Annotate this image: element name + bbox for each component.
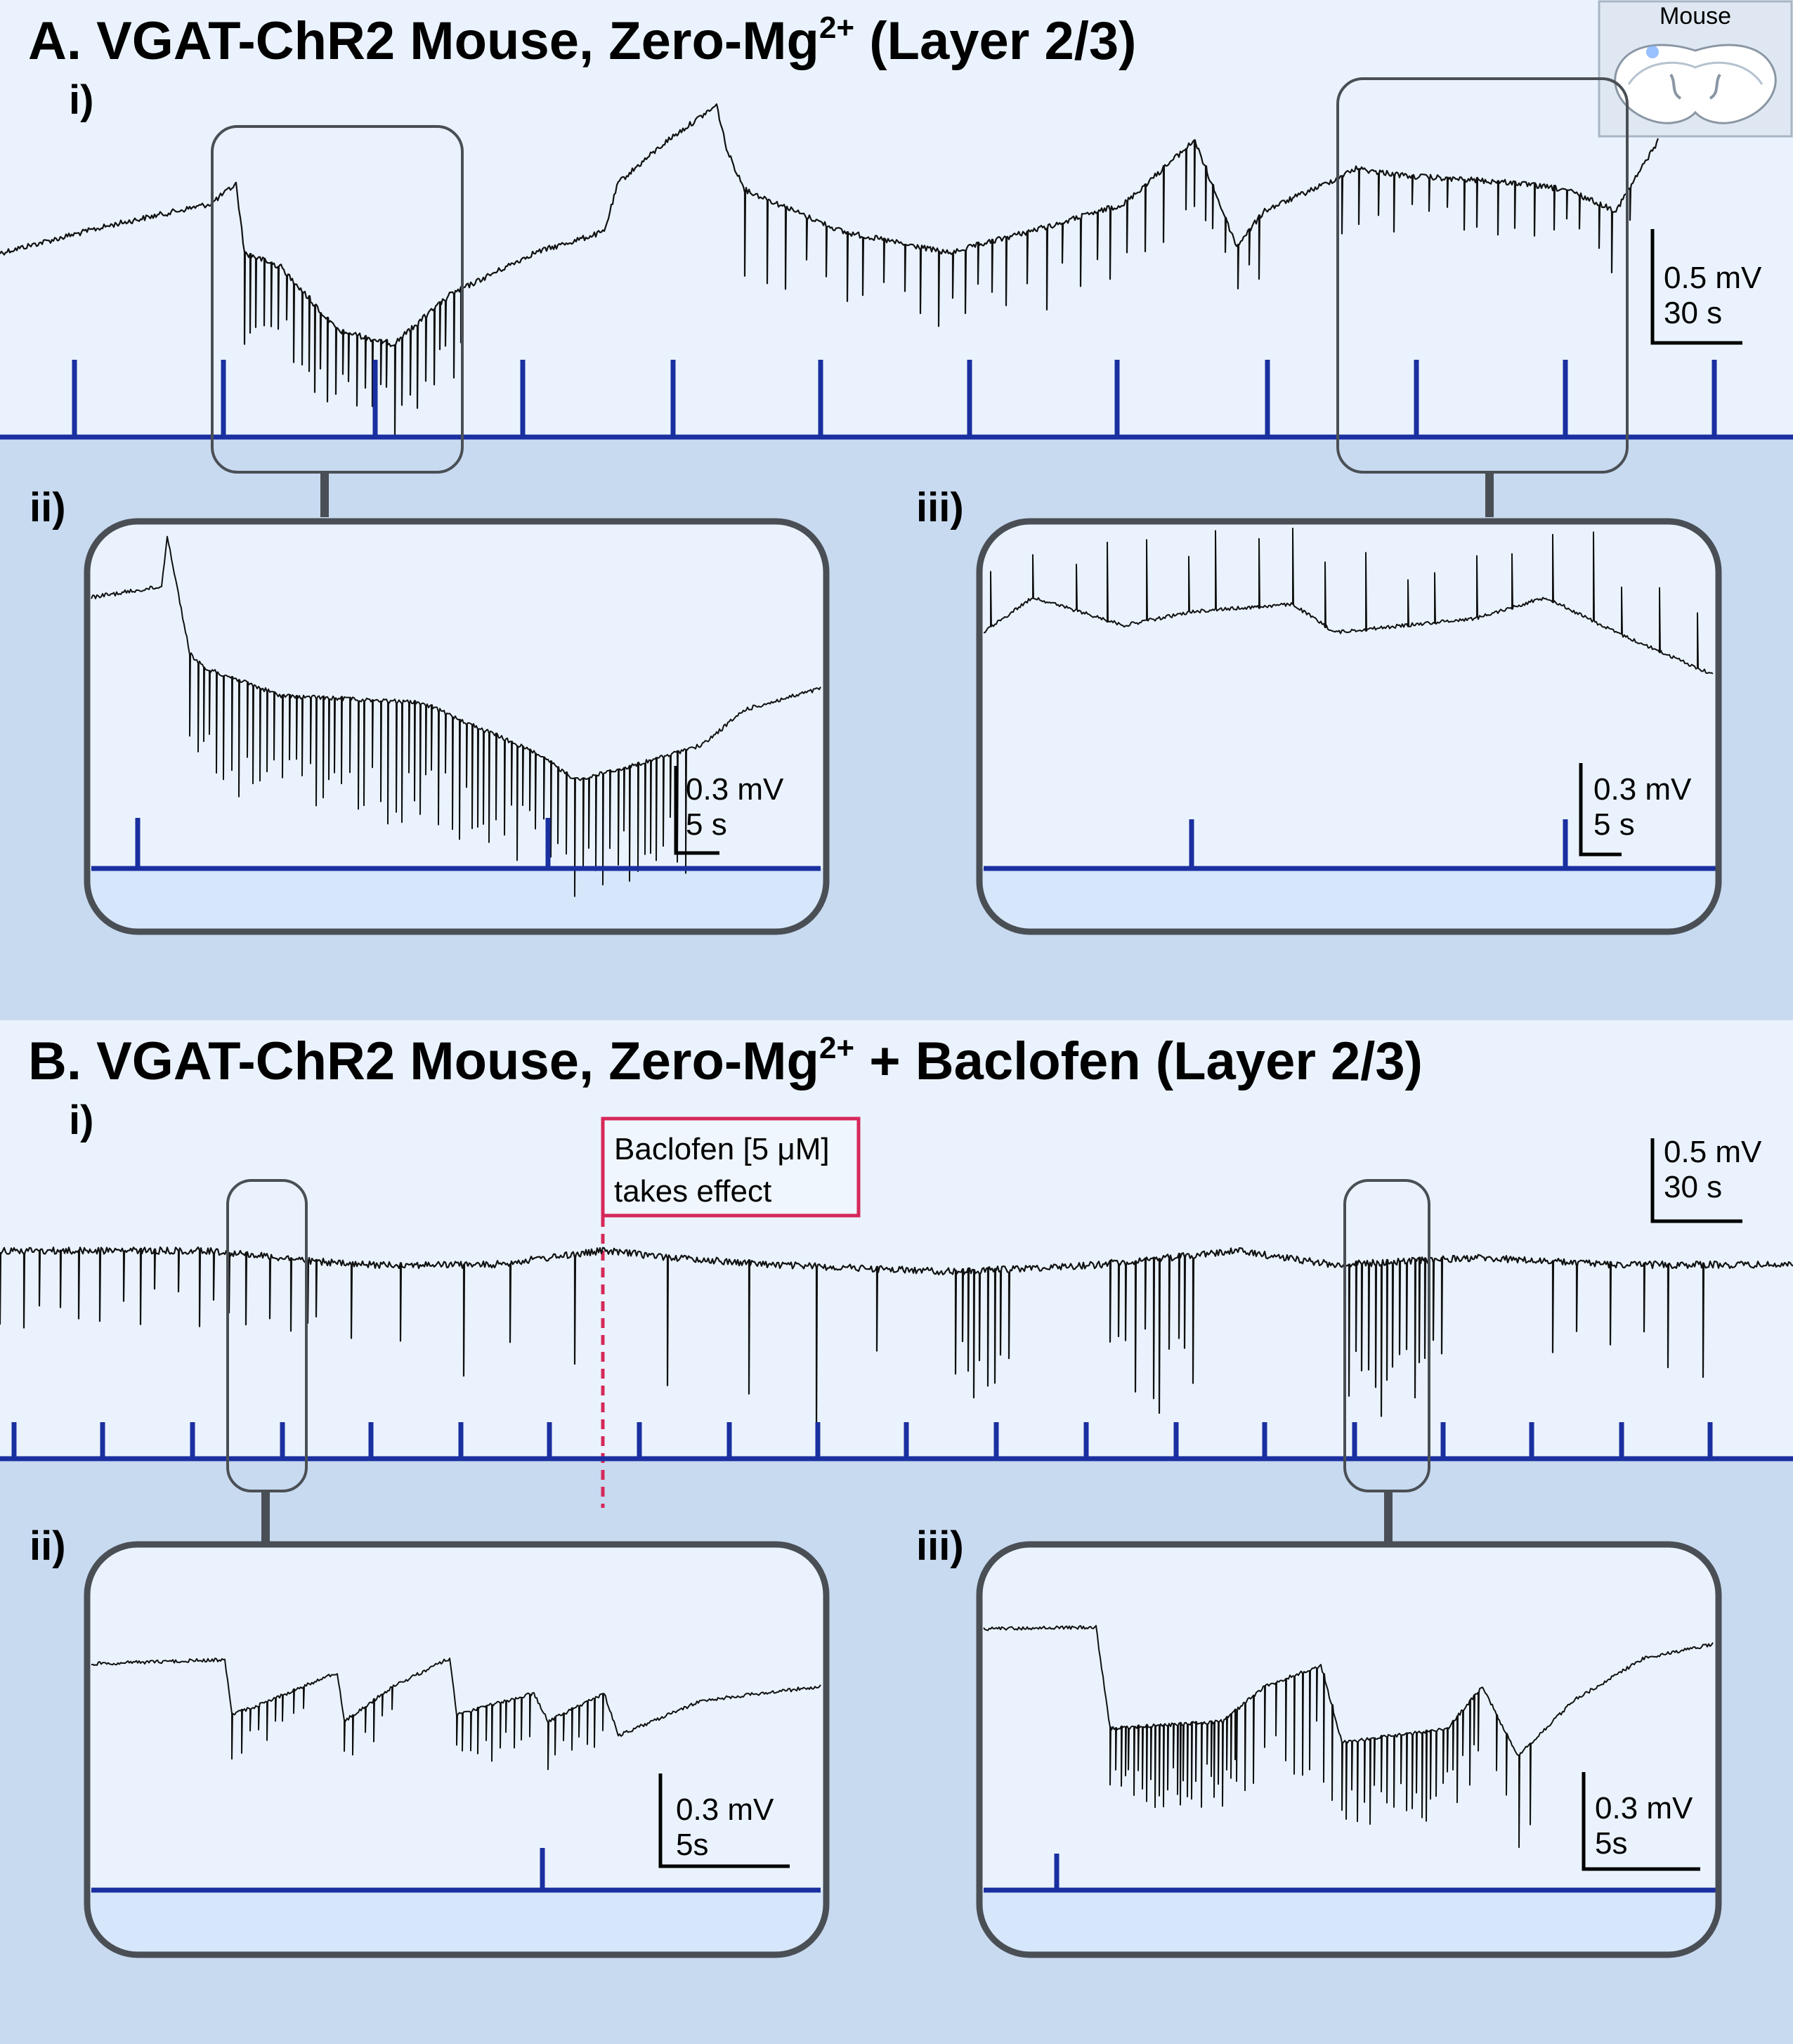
trace-a-iii (984, 528, 1714, 675)
panel-b: B. VGAT-ChR2 Mouse, Zero-Mg2+ + Baclofen… (0, 1031, 1793, 1958)
trace-b-main (0, 1246, 1793, 1436)
svg-text:30 s: 30 s (1664, 296, 1722, 330)
inset-label: Mouse (1660, 3, 1731, 30)
panel-b-iii-label: iii) (916, 1523, 964, 1569)
scale-bar-b-ii: 0.3 mV 5s (658, 1773, 790, 1868)
stimulus-line-b (0, 1422, 1793, 1462)
zoom-box-a-iii: 0.3 mV 5 s (976, 518, 1722, 935)
stimulus-pulses (91, 1848, 821, 1893)
trace-a-ii (91, 535, 821, 897)
svg-text:5 s: 5 s (1593, 807, 1635, 842)
trace-b-iii (983, 1625, 1714, 1849)
baclofen-annotation: Baclofen [5 μM] takes effect (601, 1117, 861, 1508)
svg-text:0.3 mV: 0.3 mV (686, 772, 784, 807)
recording-site-marker (1646, 46, 1659, 58)
trace-b-ii (91, 1658, 821, 1771)
panel-b-ii-label: ii) (30, 1523, 66, 1569)
panel-b-i-label: i) (69, 1098, 93, 1143)
stimulus-pulses (0, 1422, 1793, 1462)
mouse-brain-inset: Mouse (1598, 0, 1793, 138)
zoom-selector-a-iii (1336, 77, 1629, 474)
svg-text:Baclofen [5 μM]: Baclofen [5 μM] (614, 1132, 830, 1166)
stimulus-pulses (984, 819, 1719, 871)
stimulus-line-a (0, 360, 1793, 440)
panel-a-ii-label: ii) (30, 485, 66, 530)
scale-bar-a-i: 0.5 mV 30 s (1650, 229, 1762, 345)
svg-text:5 s: 5 s (686, 807, 727, 842)
panel-b-title: B. VGAT-ChR2 Mouse, Zero-Mg2+ + Baclofen… (28, 1031, 1423, 1091)
stimulus-pulses (984, 1854, 1719, 1893)
panel-a-i-label: i) (69, 77, 93, 123)
stimulus-line-b-ii (91, 1848, 821, 1893)
zoom-selector-a-ii (211, 125, 464, 474)
scale-bar-a-ii: 0.3 mV 5 s (674, 766, 784, 855)
panel-a-title: A. VGAT-ChR2 Mouse, Zero-Mg2+ (Layer 2/3… (28, 11, 1136, 71)
svg-text:0.3 mV: 0.3 mV (1595, 1791, 1693, 1825)
zoom-box-b-ii: 0.3 mV 5s (84, 1541, 830, 1958)
svg-text:5s: 5s (1595, 1826, 1627, 1861)
stimulus-line-b-iii (984, 1854, 1719, 1893)
panel-a-iii-label: iii) (916, 485, 964, 530)
trace-a-main (0, 103, 1660, 438)
svg-text:0.5 mV: 0.5 mV (1664, 261, 1762, 295)
scale-bar-b-iii: 0.3 mV 5s (1582, 1772, 1700, 1871)
svg-text:30 s: 30 s (1664, 1170, 1722, 1204)
stimulus-line-a-iii (984, 819, 1719, 871)
svg-text:takes effect: takes effect (614, 1174, 771, 1209)
svg-text:0.3 mV: 0.3 mV (1593, 772, 1692, 807)
stimulus-line-a-ii (91, 818, 821, 871)
stimulus-pulses (91, 818, 821, 871)
zoom-box-a-ii: 0.3 mV 5 s (84, 518, 830, 935)
scale-bar-a-iii: 0.3 mV 5 s (1579, 763, 1692, 857)
scale-bar-b-i: 0.5 mV 30 s (1650, 1135, 1762, 1223)
stimulus-pulses (0, 360, 1793, 440)
svg-text:0.5 mV: 0.5 mV (1664, 1135, 1762, 1169)
brain-section-icon (1614, 44, 1777, 124)
svg-text:5s: 5s (676, 1828, 708, 1862)
svg-text:0.3 mV: 0.3 mV (676, 1792, 774, 1827)
panel-a: A. VGAT-ChR2 Mouse, Zero-Mg2+ (Layer 2/3… (0, 0, 1793, 935)
zoom-box-b-iii: 0.3 mV 5s (976, 1541, 1722, 1958)
